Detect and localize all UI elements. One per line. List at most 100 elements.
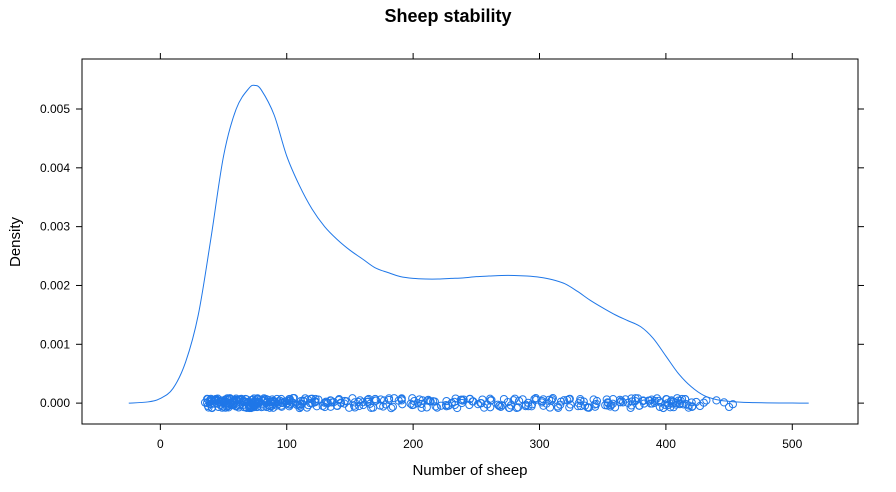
x-axis-label: Number of sheep [412,462,527,479]
rug-point [483,400,492,409]
rug-point [384,394,394,403]
rug-point [650,398,659,407]
y-tick-label: 0.003 [40,220,70,234]
rug-point [521,400,530,409]
y-tick-label: 0.000 [40,396,70,410]
rug-point [513,403,523,412]
rug-point [478,395,487,404]
rug-point [337,398,346,408]
rug-point [388,402,398,411]
rug-point [376,395,385,404]
rug-point [654,396,663,405]
rug-point [457,398,466,408]
x-tick-label: 100 [277,437,297,451]
rug-point [323,398,332,408]
rug-point [635,401,644,410]
rug-point [628,397,637,406]
rug-point [298,396,308,405]
rug-point [589,395,598,404]
rug-point [660,400,670,409]
x-tick-label: 400 [656,437,676,451]
rug-point [576,396,585,405]
rug-point [565,403,574,412]
rug-point [430,397,439,406]
rug-point [204,403,213,412]
rug-point [211,396,220,405]
rug-point [677,394,687,404]
rug-point [312,402,321,411]
rug-point [545,403,555,412]
rug-point [553,402,562,411]
rug-point [284,400,294,409]
rug-point [431,402,440,411]
y-tick-label: 0.004 [40,161,70,175]
rug-point [499,394,509,404]
rug-point [719,398,729,407]
rug-point [527,400,537,409]
rug-point [610,403,620,412]
rug-point [590,400,599,409]
rug-point [299,397,309,406]
rug-point [442,396,451,406]
rug-point [607,401,616,410]
rug-point [687,398,696,407]
rug-point [504,403,514,412]
rug-point [422,403,431,412]
rug-point [207,403,217,413]
rug-point [290,394,299,403]
x-axis: 0 100 200 300 400 500 [157,53,803,451]
rug-point [363,397,372,407]
rug-point [348,394,357,403]
rug-point [495,401,504,410]
rug-point [548,394,557,403]
rug-point [456,395,465,404]
rug-point [469,397,478,406]
rug-point [702,396,711,405]
plot-area [128,84,809,413]
rug-point [340,399,349,408]
rug-point [676,396,685,405]
x-tick-label: 500 [782,437,802,451]
x-tick-label: 300 [529,437,549,451]
rug-point [372,396,381,405]
x-tick-label: 200 [403,437,423,451]
rug-point [487,395,496,405]
rug-point [376,401,385,410]
y-tick-label: 0.002 [40,278,70,292]
rug-point [655,402,664,412]
rug-point [311,398,320,407]
y-axis-label: Density [7,216,24,267]
rug-point [675,400,684,409]
rug-point [345,403,354,412]
rug-point [579,397,588,406]
rug-point [387,404,396,413]
rug-point [355,401,364,411]
rug-point [510,394,519,403]
rug-point [712,396,721,405]
rug-point [606,402,615,411]
rug-point [663,399,672,408]
rug-point [496,402,505,411]
rug-point [699,398,708,407]
rug-point [559,396,569,405]
y-tick-label: 0.001 [40,337,70,351]
density-curve [128,84,809,404]
rug-point [509,396,518,405]
rug-point [662,395,671,404]
rug-point [563,395,572,405]
rug-point [397,394,406,403]
y-axis: 0.000 0.001 0.002 0.003 0.004 0.005 [40,102,864,410]
rug-point [616,398,625,407]
rug-point [580,401,590,410]
rug-point [426,397,435,406]
rug-point [681,395,690,404]
x-tick-label: 0 [157,437,164,451]
rug-point [493,400,503,409]
rug-point [728,400,737,409]
plot-frame [81,58,859,425]
rug-point [638,396,648,405]
rug-point [548,395,557,404]
rug-point [645,396,654,405]
chart-title: Sheep stability [384,6,511,26]
